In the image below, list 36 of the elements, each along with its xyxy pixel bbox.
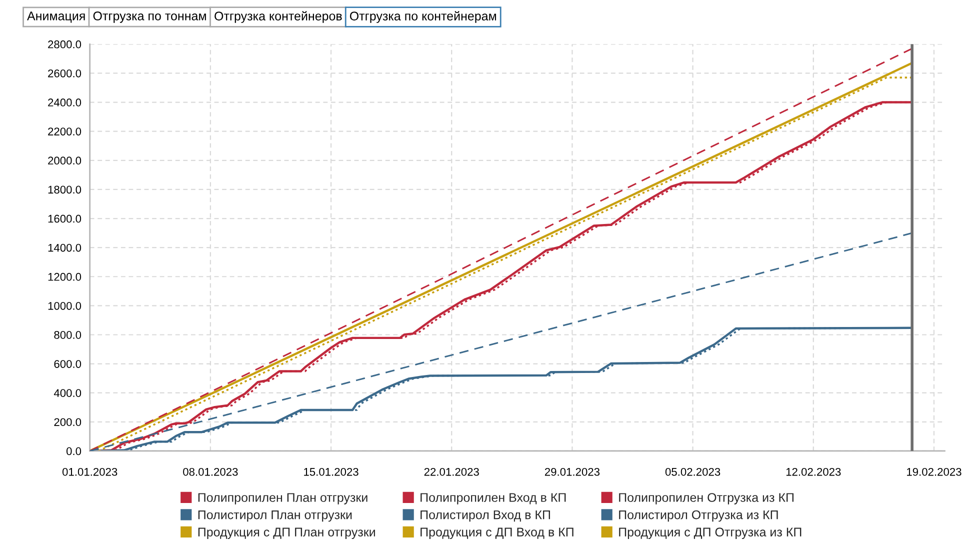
y-tick-label: 2200.0 xyxy=(48,128,82,136)
x-tick-label: 08.01.2023 xyxy=(183,468,238,476)
x-tick-label: 19.02.2023 xyxy=(907,468,962,476)
text: Отгрузка контейнеров xyxy=(214,11,342,23)
y-tick-label: 2000.0 xyxy=(48,156,82,165)
y-tick-label: 200.0 xyxy=(54,418,82,426)
y-tick-label: 400.0 xyxy=(54,389,82,397)
x-tick-label: 01.01.2023 xyxy=(62,468,118,476)
x-tick-label: 22.01.2023 xyxy=(424,468,479,476)
legend-label: Полипропилен Вход в КП xyxy=(420,493,566,504)
legend-label: Полистирол Вход в КП xyxy=(420,510,550,522)
text: Анимация xyxy=(27,12,85,23)
y-tick-label: 1000.0 xyxy=(48,302,82,310)
y-tick-label: 0.0 xyxy=(66,447,82,456)
legend-label: Полипропилен План отгрузки xyxy=(198,493,368,504)
y-tick-label: 1200.0 xyxy=(48,272,82,281)
text: Отгрузка по тоннам xyxy=(93,12,206,23)
y-tick-label: 2600.0 xyxy=(48,69,82,78)
legend-label: Полипропилен Отгрузка из КП xyxy=(619,493,794,504)
legend-label: Продукция с ДП Отгрузка из КП xyxy=(619,528,802,539)
y-tick-label: 800.0 xyxy=(54,331,82,339)
y-tick-label: 2400.0 xyxy=(48,98,82,106)
y-tick-label: 600.0 xyxy=(54,360,82,368)
y-tick-label: 1400.0 xyxy=(48,244,82,252)
x-tick-label: 05.02.2023 xyxy=(665,468,720,476)
legend-label: Продукция с ДП План отгрузки xyxy=(198,528,375,539)
legend-label: Продукция с ДП Вход в КП xyxy=(420,528,574,539)
chart-title: Отгрузка по контейнерам xyxy=(350,11,496,23)
x-tick-label: 29.01.2023 xyxy=(544,468,600,476)
y-tick-label: 2800.0 xyxy=(48,40,82,48)
legend-label: Полистирол План отгрузки xyxy=(198,510,352,522)
x-tick-label: 12.02.2023 xyxy=(786,468,841,476)
y-tick-label: 1600.0 xyxy=(48,214,82,223)
x-tick-label: 15.01.2023 xyxy=(304,468,358,476)
legend-label: Полистирол Отгрузка из КП xyxy=(619,510,778,522)
y-tick-label: 1800.0 xyxy=(48,186,82,194)
